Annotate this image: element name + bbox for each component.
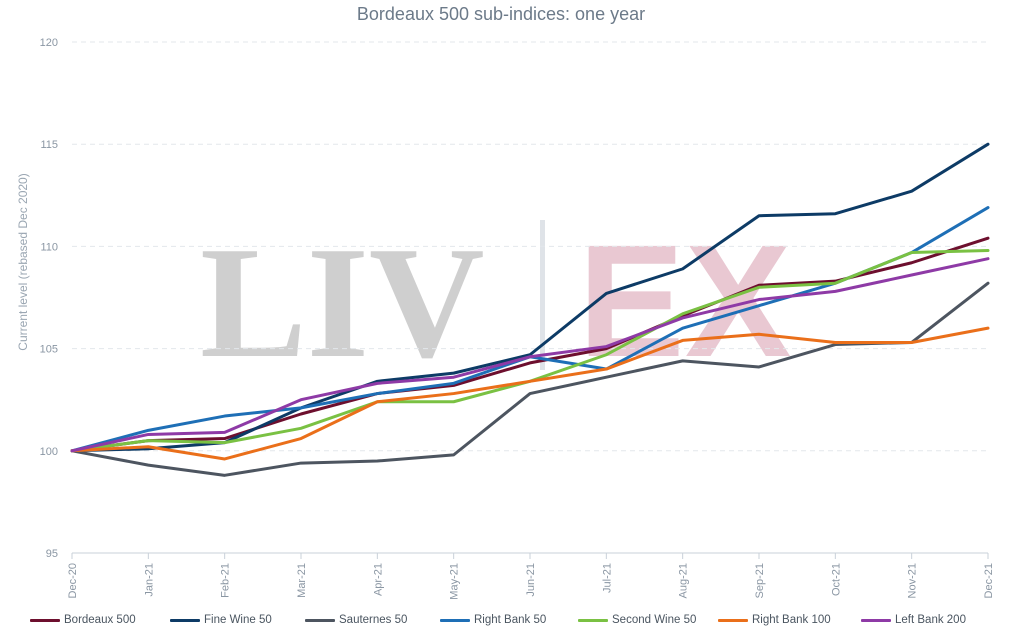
line-chart: Bordeaux 500 sub-indices: one year LIV E… — [16, 4, 995, 600]
x-tick-label: Sep-21 — [754, 563, 766, 598]
x-tick-label: Apr-21 — [372, 563, 384, 596]
legend-swatch — [861, 618, 891, 622]
legend-swatch — [440, 618, 470, 622]
legend-label: Bordeaux 500 — [64, 614, 136, 626]
legend-item[interactable]: Right Bank 50 — [440, 614, 578, 626]
x-tick-label: May-21 — [449, 563, 461, 600]
legend-swatch — [305, 618, 335, 622]
legend-label: Fine Wine 50 — [204, 614, 272, 626]
y-axis: 95 100 105 110 115 120 — [40, 37, 58, 560]
legend-item[interactable]: Second Wine 50 — [578, 614, 718, 626]
x-tick-label: Nov-21 — [907, 563, 919, 598]
chart-legend: Bordeaux 500 Fine Wine 50 Sauternes 50 Righ… — [30, 610, 1020, 630]
chart-title: Bordeaux 500 sub-indices: one year — [357, 4, 645, 24]
legend-swatch — [170, 618, 200, 622]
series-lines — [70, 142, 990, 477]
legend-label: Right Bank 50 — [474, 614, 547, 626]
watermark-liv: LIV — [200, 213, 485, 391]
x-tick-label: Dec-21 — [983, 563, 995, 598]
legend-label: Second Wine 50 — [612, 614, 697, 626]
x-tick-label: Jul-21 — [601, 563, 613, 593]
y-tick-label: 120 — [40, 37, 58, 49]
legend-label: Right Bank 100 — [752, 614, 831, 626]
x-tick-label: Jun-21 — [525, 563, 537, 597]
legend-swatch — [578, 618, 608, 622]
series-line-bordeaux-500 — [70, 236, 990, 453]
series-line-sauternes-50 — [70, 281, 990, 477]
legend-label: Sauternes 50 — [339, 614, 408, 626]
x-tick-label: Feb-21 — [220, 563, 232, 598]
legend-item[interactable]: Right Bank 100 — [718, 614, 861, 626]
y-tick-label: 95 — [46, 548, 58, 560]
y-tick-label: 115 — [40, 139, 58, 151]
legend-item[interactable]: Sauternes 50 — [305, 614, 440, 626]
y-axis-label: Current level (rebased Dec 2020) — [16, 173, 30, 350]
x-tick-label: Aug-21 — [678, 563, 690, 598]
x-tick-label: Jan-21 — [143, 563, 155, 597]
series-line-left-bank-200 — [70, 257, 990, 453]
legend-item[interactable]: Fine Wine 50 — [170, 614, 305, 626]
series-line-right-bank-100 — [70, 326, 990, 461]
legend-item[interactable]: Left Bank 200 — [861, 614, 981, 626]
legend-swatch — [718, 618, 748, 622]
legend-item[interactable]: Bordeaux 500 — [30, 614, 170, 626]
x-axis: Dec-20 Jan-21 Feb-21 Mar-21 Apr-21 May-21 Jun-… — [67, 552, 995, 600]
watermark-divider — [540, 220, 545, 370]
x-tick-label: Oct-21 — [830, 563, 842, 596]
x-tick-label: Mar-21 — [296, 563, 308, 598]
x-tick-label: Dec-20 — [67, 563, 79, 598]
y-tick-label: 105 — [40, 344, 58, 356]
legend-swatch — [30, 618, 60, 622]
y-tick-label: 100 — [40, 446, 58, 458]
legend-label: Left Bank 200 — [895, 614, 966, 626]
y-tick-label: 110 — [40, 241, 58, 253]
